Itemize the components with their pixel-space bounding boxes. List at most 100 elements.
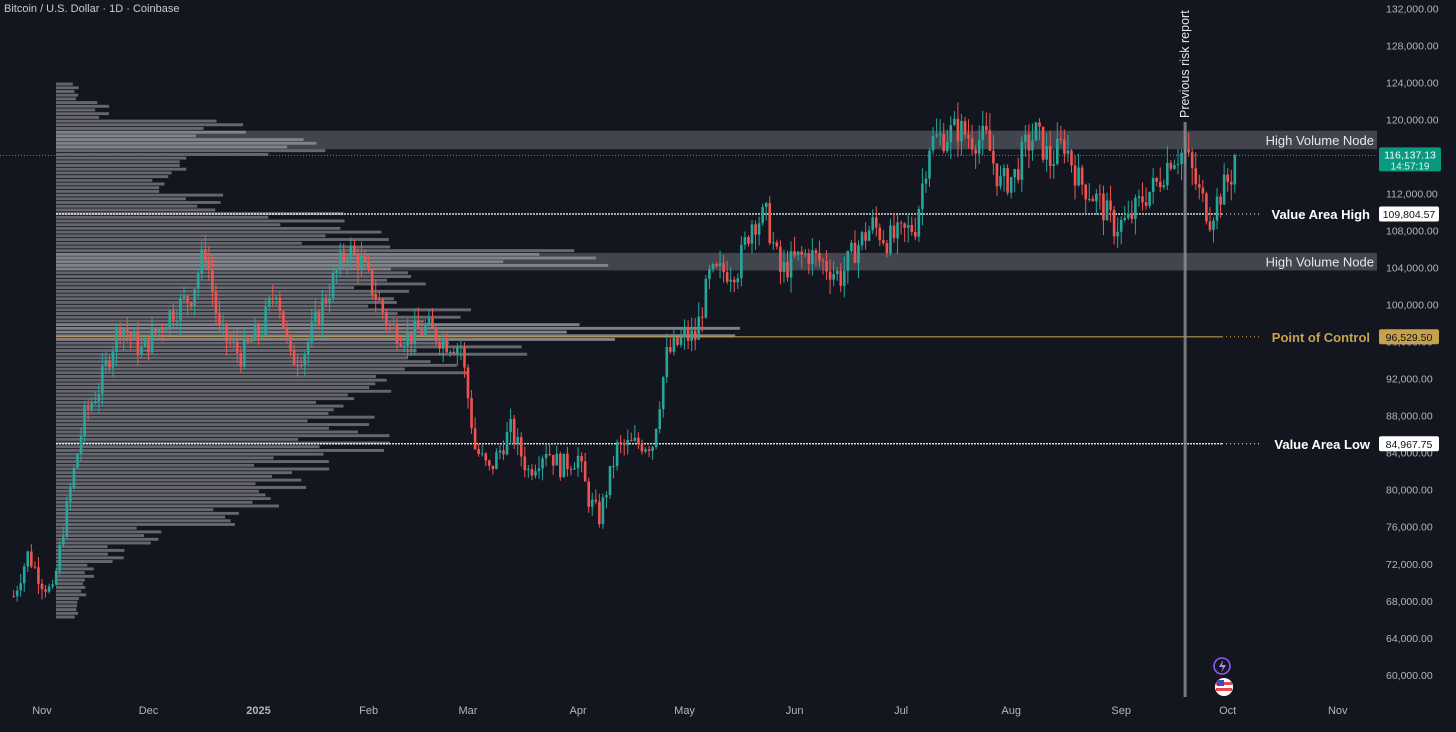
volume-profile-row	[56, 104, 110, 108]
volume-profile-row	[56, 519, 231, 523]
candle-body	[182, 295, 186, 299]
candle-body	[544, 453, 548, 459]
candle-body	[882, 240, 885, 244]
candle-body	[580, 455, 583, 462]
candle-body	[779, 246, 782, 273]
candle-body	[445, 338, 448, 353]
volume-profile-row	[56, 437, 299, 441]
candle-body	[1123, 217, 1127, 220]
candle-body	[44, 589, 47, 592]
volume-profile-row	[56, 508, 214, 512]
candle-body	[1059, 138, 1063, 140]
candle-body	[118, 327, 122, 337]
candle-body	[1229, 181, 1233, 185]
volume-profile-row	[56, 241, 302, 245]
candle-body	[356, 253, 360, 270]
candle-body	[615, 442, 619, 467]
candle-body	[519, 437, 523, 457]
candle-body	[76, 453, 79, 468]
volume-profile-row	[56, 178, 153, 182]
candle-body	[136, 331, 140, 356]
candle-body	[1190, 152, 1194, 169]
volume-profile-row	[56, 197, 186, 201]
volume-profile-row	[56, 456, 274, 460]
lightning-icon[interactable]	[1213, 657, 1231, 675]
candle-body	[324, 298, 328, 303]
level-price-badge	[1379, 329, 1439, 345]
volume-profile-row	[56, 86, 79, 90]
volume-profile-row	[56, 275, 411, 278]
volume-profile-row	[56, 389, 392, 393]
price-axis-bg	[1377, 0, 1456, 727]
candle-body	[1066, 150, 1070, 154]
volume-profile-row	[56, 523, 235, 526]
time-tick-label: Apr	[569, 705, 586, 717]
candle-body	[434, 327, 438, 342]
candle-body	[1013, 169, 1016, 178]
candle-body	[651, 447, 654, 452]
candle-body	[321, 298, 324, 325]
candle-body	[1226, 174, 1229, 182]
candle-body	[732, 279, 736, 283]
volume-profile-row	[56, 152, 269, 156]
price-tick-label: 112,000.00	[1386, 189, 1438, 201]
candle-body	[51, 584, 54, 587]
time-tick-label: Nov	[32, 705, 52, 717]
price-tick-label: 100,000.00	[1386, 300, 1439, 312]
us-flag-icon[interactable]	[1215, 678, 1233, 696]
volume-profile-row	[56, 556, 124, 560]
candle-body	[331, 272, 335, 299]
candle-body	[945, 142, 949, 152]
candle-body	[1073, 165, 1077, 186]
candle-body	[54, 570, 58, 585]
volume-profile-row	[56, 400, 316, 404]
candle-body	[637, 437, 640, 445]
high-volume-node-band	[56, 252, 1377, 271]
candle-body	[214, 291, 218, 314]
candle-body	[402, 345, 406, 347]
candle-body	[1208, 221, 1212, 230]
volume-profile-row	[56, 497, 271, 501]
candle-body	[392, 324, 395, 326]
candle-body	[296, 364, 299, 366]
candle-body	[1173, 165, 1176, 169]
candle-body	[193, 289, 196, 307]
candle-body	[548, 453, 551, 456]
volume-profile-row	[56, 597, 79, 600]
candle-body	[1187, 149, 1190, 153]
volume-profile-row	[56, 582, 83, 586]
candle-body	[800, 251, 803, 255]
time-axis[interactable]: Nov Dec 2025 Feb Mar Apr May Jun Jul Aug Sep Oct Nov	[32, 705, 1348, 717]
volume-profile-row	[56, 186, 160, 190]
volume-profile-row	[56, 486, 307, 489]
level-price-badge-text: 96,529.50	[1386, 332, 1433, 344]
candle-body	[825, 261, 828, 272]
candle-body	[204, 249, 207, 260]
candle-body	[1155, 178, 1158, 182]
volume-profile-row	[56, 289, 410, 293]
volume-profile-row	[56, 308, 472, 312]
volume-profile-row	[56, 90, 75, 93]
event-icons[interactable]	[1213, 657, 1233, 696]
candle-body	[672, 337, 676, 352]
candle-body	[512, 418, 516, 445]
high-volume-node-label: High Volume Node	[1266, 133, 1374, 148]
volume-profile-row	[56, 552, 108, 556]
price-axis[interactable]: 132,000.00 128,000.00 124,000.00 120,000.00…	[1377, 0, 1456, 727]
candle-body	[985, 125, 988, 131]
candle-body	[534, 471, 537, 476]
candle-body	[1084, 184, 1087, 200]
volume-profile-row	[56, 412, 329, 415]
candle-body	[974, 149, 977, 154]
candle-body	[164, 328, 168, 331]
volume-profile-row	[56, 82, 73, 86]
candle-body	[1212, 220, 1215, 230]
candle-body	[225, 323, 228, 342]
volume-profile-row	[56, 337, 615, 341]
candle-body	[477, 448, 480, 454]
candle-body	[921, 183, 924, 209]
volume-profile-row	[56, 593, 87, 597]
price-tick-label: 76,000.00	[1386, 522, 1433, 534]
